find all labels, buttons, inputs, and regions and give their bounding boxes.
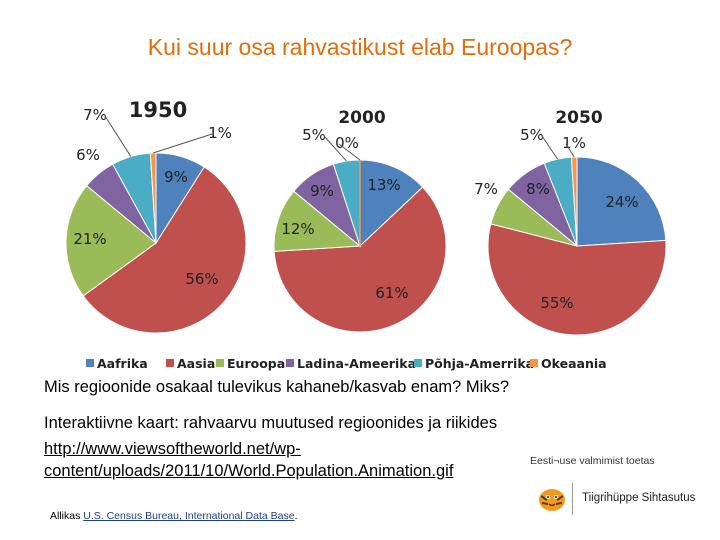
legend-swatch-ladina-ameerika: [286, 359, 294, 367]
legend-label-pohja-amerrika: Põhja-Amerrika: [425, 356, 534, 371]
slice-label-2050-aasia: 55%: [540, 294, 573, 312]
legend-label-ladina-ameerika: Ladina-Ameerika: [297, 356, 416, 371]
pie-slice-2050-okeaania: [570, 156, 578, 247]
slice-label-2000-okeaania: 0%: [335, 134, 359, 152]
logo-divider: [572, 483, 573, 515]
pie-slice-1950-euroopa: [65, 184, 157, 297]
slice-label-2000-aasia: 61%: [375, 284, 408, 302]
pie-slice-1950-okeaania: [149, 152, 157, 244]
page-title: Kui suur osa rahvastikust elab Euroopas?: [147, 34, 573, 60]
pie-slice-2050-aafrika: [576, 156, 667, 247]
leader-line-2000-okeaania: [338, 143, 361, 161]
slice-label-2000-aafrika: 13%: [367, 176, 400, 194]
slice-label-1950-ladina-ameerika: 6%: [76, 146, 100, 164]
leader-line-1950-pohja-amerrika: [104, 115, 132, 157]
slice-label-2000-ladina-ameerika: 9%: [310, 182, 334, 200]
slice-label-2050-okeaania: 1%: [562, 134, 586, 152]
slice-label-2050-ladina-ameerika: 8%: [526, 180, 550, 198]
legend-label-aafrika: Aafrika: [97, 356, 148, 371]
legend-swatch-okeaania: [530, 359, 538, 367]
source-note: Allikas U.S. Census Bureau, Internationa…: [50, 510, 297, 522]
pie-slice-2050-aasia: [487, 223, 667, 336]
leader-line-2050-pohja-amerrika: [541, 135, 559, 160]
slice-label-1950-aafrika: 9%: [164, 168, 188, 186]
leader-line-1950-okeaania: [153, 133, 213, 154]
source-suffix: .: [294, 510, 298, 522]
chart-title-2050: 2050: [555, 108, 602, 128]
sponsor-logo: Eesti¬use valmimist toetas Tiigrihüppe S…: [530, 455, 710, 515]
slice-label-1950-pohja-amerrika: 7%: [83, 106, 107, 124]
chart-title-1950: 1950: [129, 98, 187, 122]
slice-label-2000-pohja-amerrika: 5%: [302, 126, 326, 144]
leader-line-2000-pohja-amerrika: [323, 135, 347, 162]
slice-label-2050-aafrika: 24%: [605, 193, 638, 211]
legend-label-okeaania: Okeaania: [541, 356, 607, 371]
slice-label-2000-euroopa: 12%: [281, 220, 314, 238]
legend-label-aasia: Aasia: [177, 356, 215, 371]
source-prefix: Allikas: [50, 510, 84, 522]
slice-label-2050-pohja-amerrika: 5%: [520, 126, 544, 144]
logo-tagline: Eesti¬use valmimist toetas: [530, 455, 655, 467]
source-link[interactable]: U.S. Census Bureau, International Data B…: [83, 510, 295, 522]
legend-swatch-euroopa: [216, 359, 224, 367]
legend-swatch-pohja-amerrika: [414, 359, 422, 367]
pie-slice-2000-aasia: [273, 186, 447, 333]
legend-swatch-aasia: [166, 359, 174, 367]
slice-label-1950-euroopa: 21%: [73, 230, 106, 248]
pie-slice-2000-aafrika: [359, 159, 424, 248]
map-link-line1[interactable]: http://www.viewsoftheworld.net/wp-: [44, 440, 301, 458]
legend-label-euroopa: Euroopa: [227, 356, 285, 371]
pie-slice-2000-euroopa: [273, 190, 362, 252]
interactive-map-text: Interaktiivne kaart: rahvaarvu muutused …: [44, 414, 498, 432]
slice-label-1950-okeaania: 1%: [208, 124, 232, 142]
tiger-icon: [539, 489, 565, 511]
pie-slice-1950-aasia: [82, 166, 247, 334]
slice-label-1950-aasia: 56%: [185, 270, 218, 288]
map-link-line2[interactable]: content/uploads/2011/10/World.Population…: [44, 462, 454, 480]
question-text: Mis regioonide osakaal tulevikus kahaneb…: [44, 378, 510, 396]
logo-name: Tiigrihüppe Sihtasutus: [582, 492, 696, 504]
slice-label-2050-euroopa: 7%: [474, 180, 498, 198]
leader-line-2050-okeaania: [565, 143, 575, 158]
legend-swatch-aafrika: [86, 359, 94, 367]
chart-title-2000: 2000: [338, 108, 385, 128]
